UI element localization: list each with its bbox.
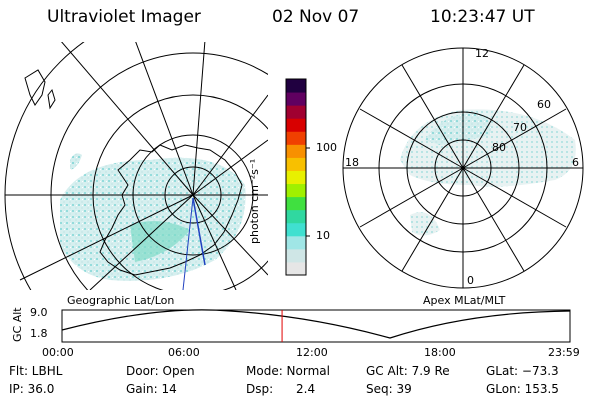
colorbar-tick-10: 10 bbox=[316, 229, 330, 242]
apex-caption: Apex MLat/MLT bbox=[423, 294, 506, 307]
colorbar-cell bbox=[286, 222, 306, 237]
colorbar-cell bbox=[286, 157, 306, 171]
mlt-label-0: 0 bbox=[467, 274, 474, 287]
mlat-label-70: 70 bbox=[513, 121, 527, 134]
altitude-tick-top: 9.0 bbox=[30, 306, 48, 319]
time-label: 10:23:47 UT bbox=[430, 7, 535, 27]
geographic-map bbox=[4, 42, 268, 290]
altitude-tick-bottom: 1.8 bbox=[30, 327, 48, 340]
mode-readout: Mode: Normal bbox=[246, 364, 330, 378]
colorbar-cell bbox=[286, 118, 306, 132]
dsp-value: 2.4 bbox=[296, 382, 316, 396]
colorbar-cell bbox=[286, 144, 306, 158]
sequence-readout: Seq: 39 bbox=[366, 382, 412, 396]
magnetic-polar-plot bbox=[342, 47, 584, 289]
gain-readout: Gain: 14 bbox=[126, 382, 177, 396]
dsp-label: Dsp: bbox=[246, 382, 274, 396]
door-readout: Door: Open bbox=[126, 364, 195, 378]
colorbar-cell bbox=[286, 131, 306, 145]
time-tick-1800: 18:00 bbox=[424, 346, 456, 359]
colorbar-cell bbox=[286, 183, 306, 198]
mlt-label-12: 12 bbox=[475, 47, 489, 60]
colorbar-cell bbox=[286, 170, 306, 185]
geo-latitude-readout: GLat: −73.3 bbox=[486, 364, 559, 378]
colorbar-cell bbox=[286, 196, 306, 211]
gc-altitude-readout: GC Alt: 7.9 Re bbox=[366, 364, 450, 378]
colorbar-tick-100: 100 bbox=[316, 141, 337, 154]
mlat-label-80: 80 bbox=[492, 141, 506, 154]
colorbar-cell bbox=[286, 235, 306, 250]
colorbar-cell bbox=[286, 209, 306, 224]
mlt-label-18: 18 bbox=[345, 156, 359, 169]
colorbar-cell bbox=[286, 248, 306, 263]
ip-readout: IP: 36.0 bbox=[9, 382, 55, 396]
colorbar-cell bbox=[286, 261, 306, 276]
time-tick-2359: 23:59 bbox=[548, 346, 580, 359]
mlat-label-60: 60 bbox=[537, 98, 551, 111]
colorbar-frame bbox=[285, 78, 307, 276]
date-label: 02 Nov 07 bbox=[272, 7, 360, 27]
time-tick-0600: 06:00 bbox=[168, 346, 200, 359]
geo-longitude-readout: GLon: 153.5 bbox=[486, 382, 559, 396]
filter-readout: Flt: LBHL bbox=[9, 364, 63, 378]
colorbar-cell bbox=[286, 105, 306, 119]
time-tick-0000: 00:00 bbox=[42, 346, 74, 359]
time-tick-1200: 12:00 bbox=[296, 346, 328, 359]
geographic-caption: Geographic Lat/Lon bbox=[67, 294, 175, 307]
instrument-title: Ultraviolet Imager bbox=[47, 7, 201, 27]
altitude-axis-label: GC Alt bbox=[11, 307, 24, 342]
colorbar-unit-label: photon cm⁻²s⁻¹ bbox=[248, 158, 261, 244]
colorbar-cell bbox=[286, 92, 306, 106]
colorbar-cell bbox=[286, 79, 306, 93]
mlt-label-6: 6 bbox=[572, 156, 579, 169]
color-scale-bar bbox=[285, 78, 310, 276]
altitude-plot bbox=[61, 309, 571, 343]
